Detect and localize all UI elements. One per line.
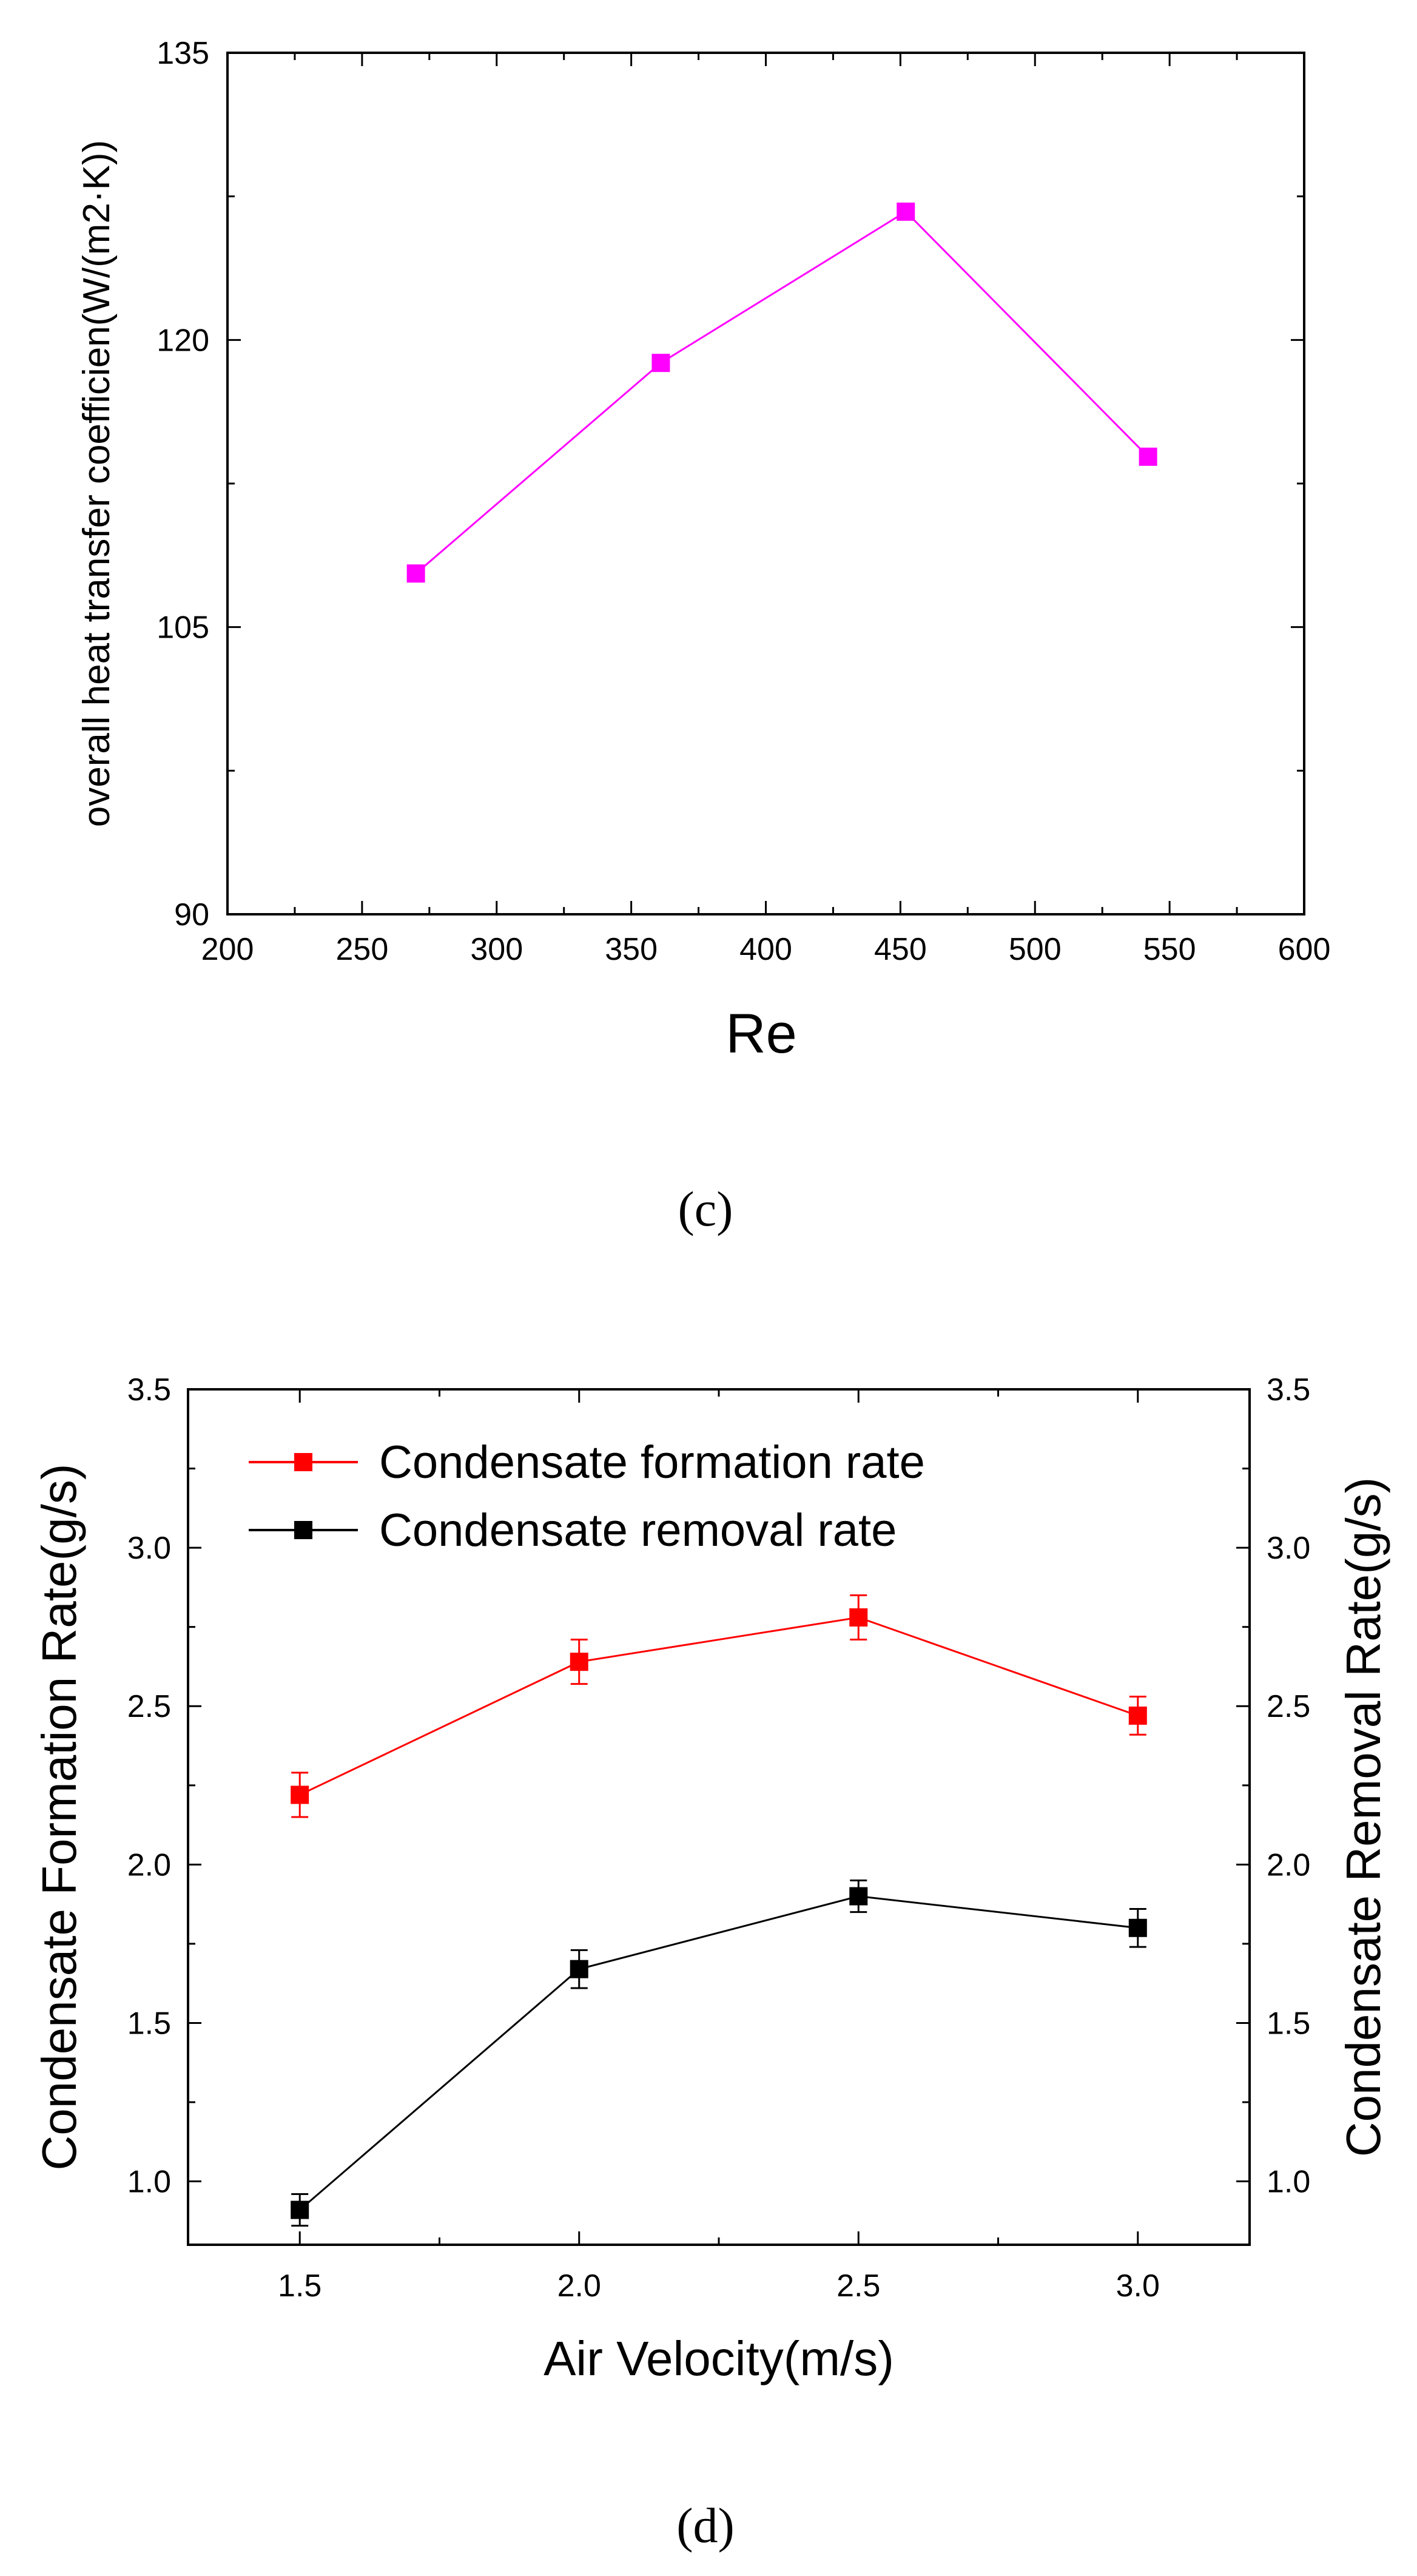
data-point-d — [291, 1785, 309, 1804]
y-tick-label-d: 2.0 — [127, 1847, 171, 1883]
x-tick-label-c: 350 — [605, 932, 658, 967]
x-tick-label-c: 400 — [739, 932, 792, 967]
y-ticks-c: 90 105 120 135 — [157, 36, 1304, 932]
x-tick-label-c: 250 — [335, 932, 388, 967]
data-point-d — [1128, 1706, 1147, 1725]
x-tick-label-d: 1.5 — [278, 2268, 321, 2304]
x-tick-label-c: 300 — [470, 932, 523, 967]
chart-d: 1.5 2.0 2.5 3.0 1.0 1.0 1.5 1.5 2.0 2.0 2.5 2.5 3.0… — [32, 1372, 1390, 2553]
series-d — [291, 1594, 1147, 2227]
x-tick-label-d: 3.0 — [1116, 2268, 1160, 2304]
series-c — [406, 202, 1157, 583]
y-tick-label-d: 3.0 — [127, 1531, 171, 1566]
y-tick-label-d: 3.5 — [127, 1372, 171, 1408]
legend-label-formation: Condensate formation rate — [379, 1437, 925, 1488]
y2-tick-label-d: 1.5 — [1267, 2006, 1310, 2041]
series-line-d — [299, 1895, 1138, 2211]
y-axis-label-d: Condensate Formation Rate(g/s) — [32, 1464, 86, 2171]
x-tick-label-c: 550 — [1143, 932, 1196, 967]
data-point-c — [1139, 447, 1157, 466]
y-axis-label-c: overall heat transfer coefficien(W/(m2·K… — [76, 140, 118, 827]
data-point-c — [406, 564, 425, 583]
y-tick-label-d: 1.5 — [127, 2006, 171, 2041]
x-tick-label-d: 2.5 — [836, 2268, 880, 2304]
data-point-d — [849, 1887, 868, 1906]
data-point-c — [651, 354, 670, 373]
data-point-c — [897, 202, 915, 221]
y-tick-label-c: 105 — [157, 610, 209, 646]
chart-c: 200 250 300 350 400 450 500 550 600 90105120135 … — [76, 36, 1330, 1236]
x-axis-label-d: Air Velocity(m/s) — [544, 2332, 894, 2385]
data-point-d — [570, 1653, 588, 1671]
caption-d: (d) — [676, 2498, 735, 2553]
x-ticks-d: 1.5 2.0 2.5 3.0 — [278, 1389, 1160, 2304]
x-tick-label-c: 600 — [1278, 932, 1331, 967]
x-tick-label-c: 200 — [201, 932, 254, 967]
y2-tick-label-d: 2.0 — [1267, 1847, 1310, 1883]
series-line-d — [299, 1616, 1139, 1796]
y2-tick-label-d: 2.5 — [1267, 1689, 1310, 1724]
legend-label-removal: Condensate removal rate — [379, 1505, 897, 1556]
x-ticks-c: 200 250 300 350 400 450 500 550 600 — [201, 53, 1331, 967]
y2-tick-label-d: 3.0 — [1267, 1531, 1310, 1566]
y-ticks-d: 1.0 1.0 1.5 1.5 2.0 2.0 2.5 2.5 3.0 3.0 3.5 3.5 — [127, 1372, 1311, 2200]
legend-marker-formation — [294, 1453, 312, 1471]
x-tick-label-c: 500 — [1009, 932, 1062, 967]
y-tick-label-c: 135 — [157, 36, 209, 71]
y2-axis-label-d: Condensate Removal Rate(g/s) — [1336, 1477, 1390, 2157]
data-point-d — [849, 1608, 868, 1627]
y-tick-label-d: 1.0 — [127, 2165, 171, 2200]
y2-tick-label-d: 1.0 — [1267, 2165, 1310, 2200]
y-tick-label-c: 120 — [157, 323, 209, 358]
caption-c: (c) — [678, 1181, 733, 1236]
x-axis-label-c: Re — [725, 1003, 797, 1065]
x-tick-label-d: 2.0 — [557, 2268, 601, 2304]
x-tick-label-c: 450 — [874, 932, 927, 967]
legend-d: Condensate formation rate Condensate rem… — [249, 1437, 925, 1556]
legend-marker-removal — [294, 1521, 312, 1539]
y-tick-label-d: 2.5 — [127, 1689, 171, 1724]
data-point-d — [1128, 1918, 1147, 1937]
data-point-d — [570, 1960, 588, 1978]
data-point-d — [291, 2200, 309, 2219]
y-tick-label-c: 90 — [174, 897, 209, 932]
series-line-c — [415, 211, 1149, 575]
plot-frame-c — [226, 52, 1305, 915]
y2-tick-label-d: 3.5 — [1267, 1372, 1310, 1408]
